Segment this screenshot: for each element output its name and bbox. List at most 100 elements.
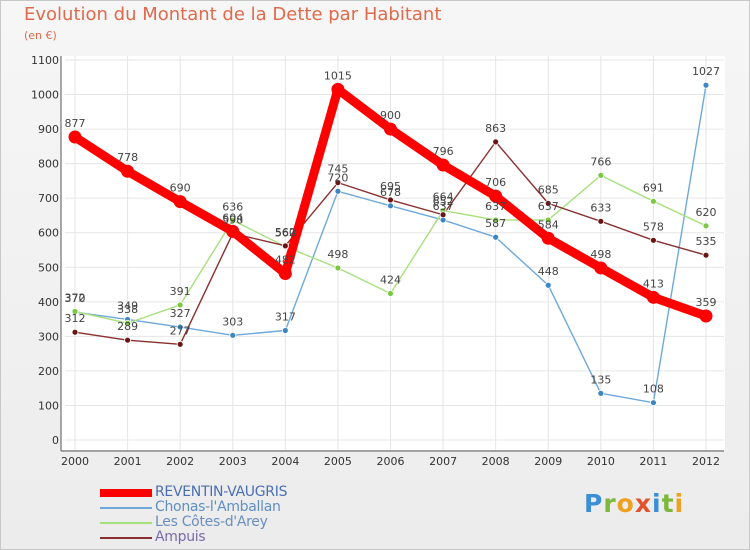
data-label: 620 <box>696 206 717 219</box>
data-label: 135 <box>590 373 611 386</box>
data-point <box>71 308 79 315</box>
data-point <box>489 189 503 203</box>
legend-item: Les Côtes-d'Arey <box>100 514 360 530</box>
data-label: 636 <box>222 200 243 213</box>
data-label: 372 <box>65 291 86 304</box>
y-tick-label: 800 <box>38 158 59 171</box>
data-label: 652 <box>433 195 454 208</box>
data-label: 338 <box>117 303 138 316</box>
legend-swatch <box>100 507 152 509</box>
x-tick-label: 2002 <box>166 455 194 468</box>
data-label: 448 <box>538 265 559 278</box>
data-label: 584 <box>538 218 559 231</box>
x-tick-label: 2005 <box>324 455 352 468</box>
y-tick-label: 1100 <box>31 54 59 67</box>
data-label: 598 <box>222 213 243 226</box>
data-label: 745 <box>327 163 348 176</box>
data-label: 587 <box>485 217 506 230</box>
data-label: 691 <box>643 181 664 194</box>
data-label: 778 <box>117 151 138 164</box>
legend-item: Chonas-l'Amballan <box>100 499 360 515</box>
data-label: 312 <box>65 312 86 325</box>
data-label: 562 <box>275 226 296 239</box>
chart-legend: REVENTIN-VAUGRIS Chonas-l'Amballan Les C… <box>100 484 360 545</box>
data-point <box>544 216 552 224</box>
data-label: 482 <box>275 253 296 266</box>
data-point <box>544 281 552 289</box>
data-point <box>176 340 184 348</box>
data-point <box>334 187 342 195</box>
y-tick-label: 400 <box>38 296 59 309</box>
data-point <box>541 231 555 245</box>
data-point <box>334 264 342 272</box>
y-tick-label: 900 <box>38 123 59 136</box>
logo-letter: o <box>616 489 635 518</box>
data-point <box>702 251 710 259</box>
data-label: 637 <box>538 200 559 213</box>
logo-letter: i <box>674 489 685 518</box>
data-point <box>597 217 605 225</box>
x-tick-label: 2011 <box>639 455 667 468</box>
data-point <box>71 328 79 336</box>
legend-item: Ampuis <box>100 529 360 545</box>
logo-letter: r <box>603 489 617 518</box>
data-point <box>492 216 500 224</box>
data-point <box>492 233 500 241</box>
x-tick-label: 2004 <box>271 455 299 468</box>
data-point <box>650 197 657 205</box>
x-tick-label: 2010 <box>587 455 615 468</box>
data-point <box>387 202 394 210</box>
legend-swatch <box>100 537 152 539</box>
data-label: 900 <box>380 109 401 122</box>
data-point <box>176 323 184 331</box>
y-tick-label: 200 <box>38 365 59 378</box>
data-point <box>387 196 394 204</box>
y-tick-label: 500 <box>38 261 59 274</box>
data-point <box>124 336 131 344</box>
data-label: 289 <box>117 320 138 333</box>
data-point <box>229 331 237 339</box>
data-point <box>439 211 447 219</box>
data-point <box>594 261 608 275</box>
data-point <box>334 179 342 187</box>
x-tick-label: 2000 <box>61 455 89 468</box>
legend-label: Les Côtes-d'Arey <box>155 514 268 530</box>
data-label: 1027 <box>692 65 720 78</box>
chart-unit-label: (en €) <box>24 29 57 42</box>
x-tick-label: 2006 <box>377 455 405 468</box>
data-point <box>702 222 710 230</box>
data-label: 877 <box>65 117 86 130</box>
data-point <box>68 130 82 144</box>
data-label: 637 <box>433 200 454 213</box>
data-label: 678 <box>380 186 401 199</box>
data-point <box>597 389 605 397</box>
data-point <box>121 164 135 178</box>
data-label: 108 <box>643 383 664 396</box>
plot-area <box>61 56 725 450</box>
y-tick-label: 700 <box>38 192 59 205</box>
data-point <box>699 309 713 323</box>
data-label: 578 <box>643 220 664 233</box>
legend-item: REVENTIN-VAUGRIS <box>100 484 360 500</box>
logo-letter: x <box>634 489 652 518</box>
data-label: 664 <box>433 191 454 204</box>
y-tick-label: 1000 <box>31 89 59 102</box>
data-point <box>124 319 131 327</box>
data-point <box>597 171 605 179</box>
data-point <box>650 236 657 244</box>
data-label: 359 <box>696 296 717 309</box>
data-label: 303 <box>222 315 243 328</box>
data-point <box>281 327 289 334</box>
legend-label: Chonas-l'Amballan <box>155 499 281 515</box>
data-point <box>173 195 187 209</box>
legend-label: REVENTIN-VAUGRIS <box>155 484 288 500</box>
data-point <box>229 216 237 224</box>
legend-swatch <box>100 489 152 497</box>
data-label: 370 <box>65 292 86 305</box>
data-point <box>544 199 552 207</box>
data-point <box>281 242 289 250</box>
data-point <box>331 82 345 96</box>
data-point <box>384 122 397 136</box>
logo-letter: P <box>584 489 604 518</box>
legend-label: Ampuis <box>155 529 206 545</box>
